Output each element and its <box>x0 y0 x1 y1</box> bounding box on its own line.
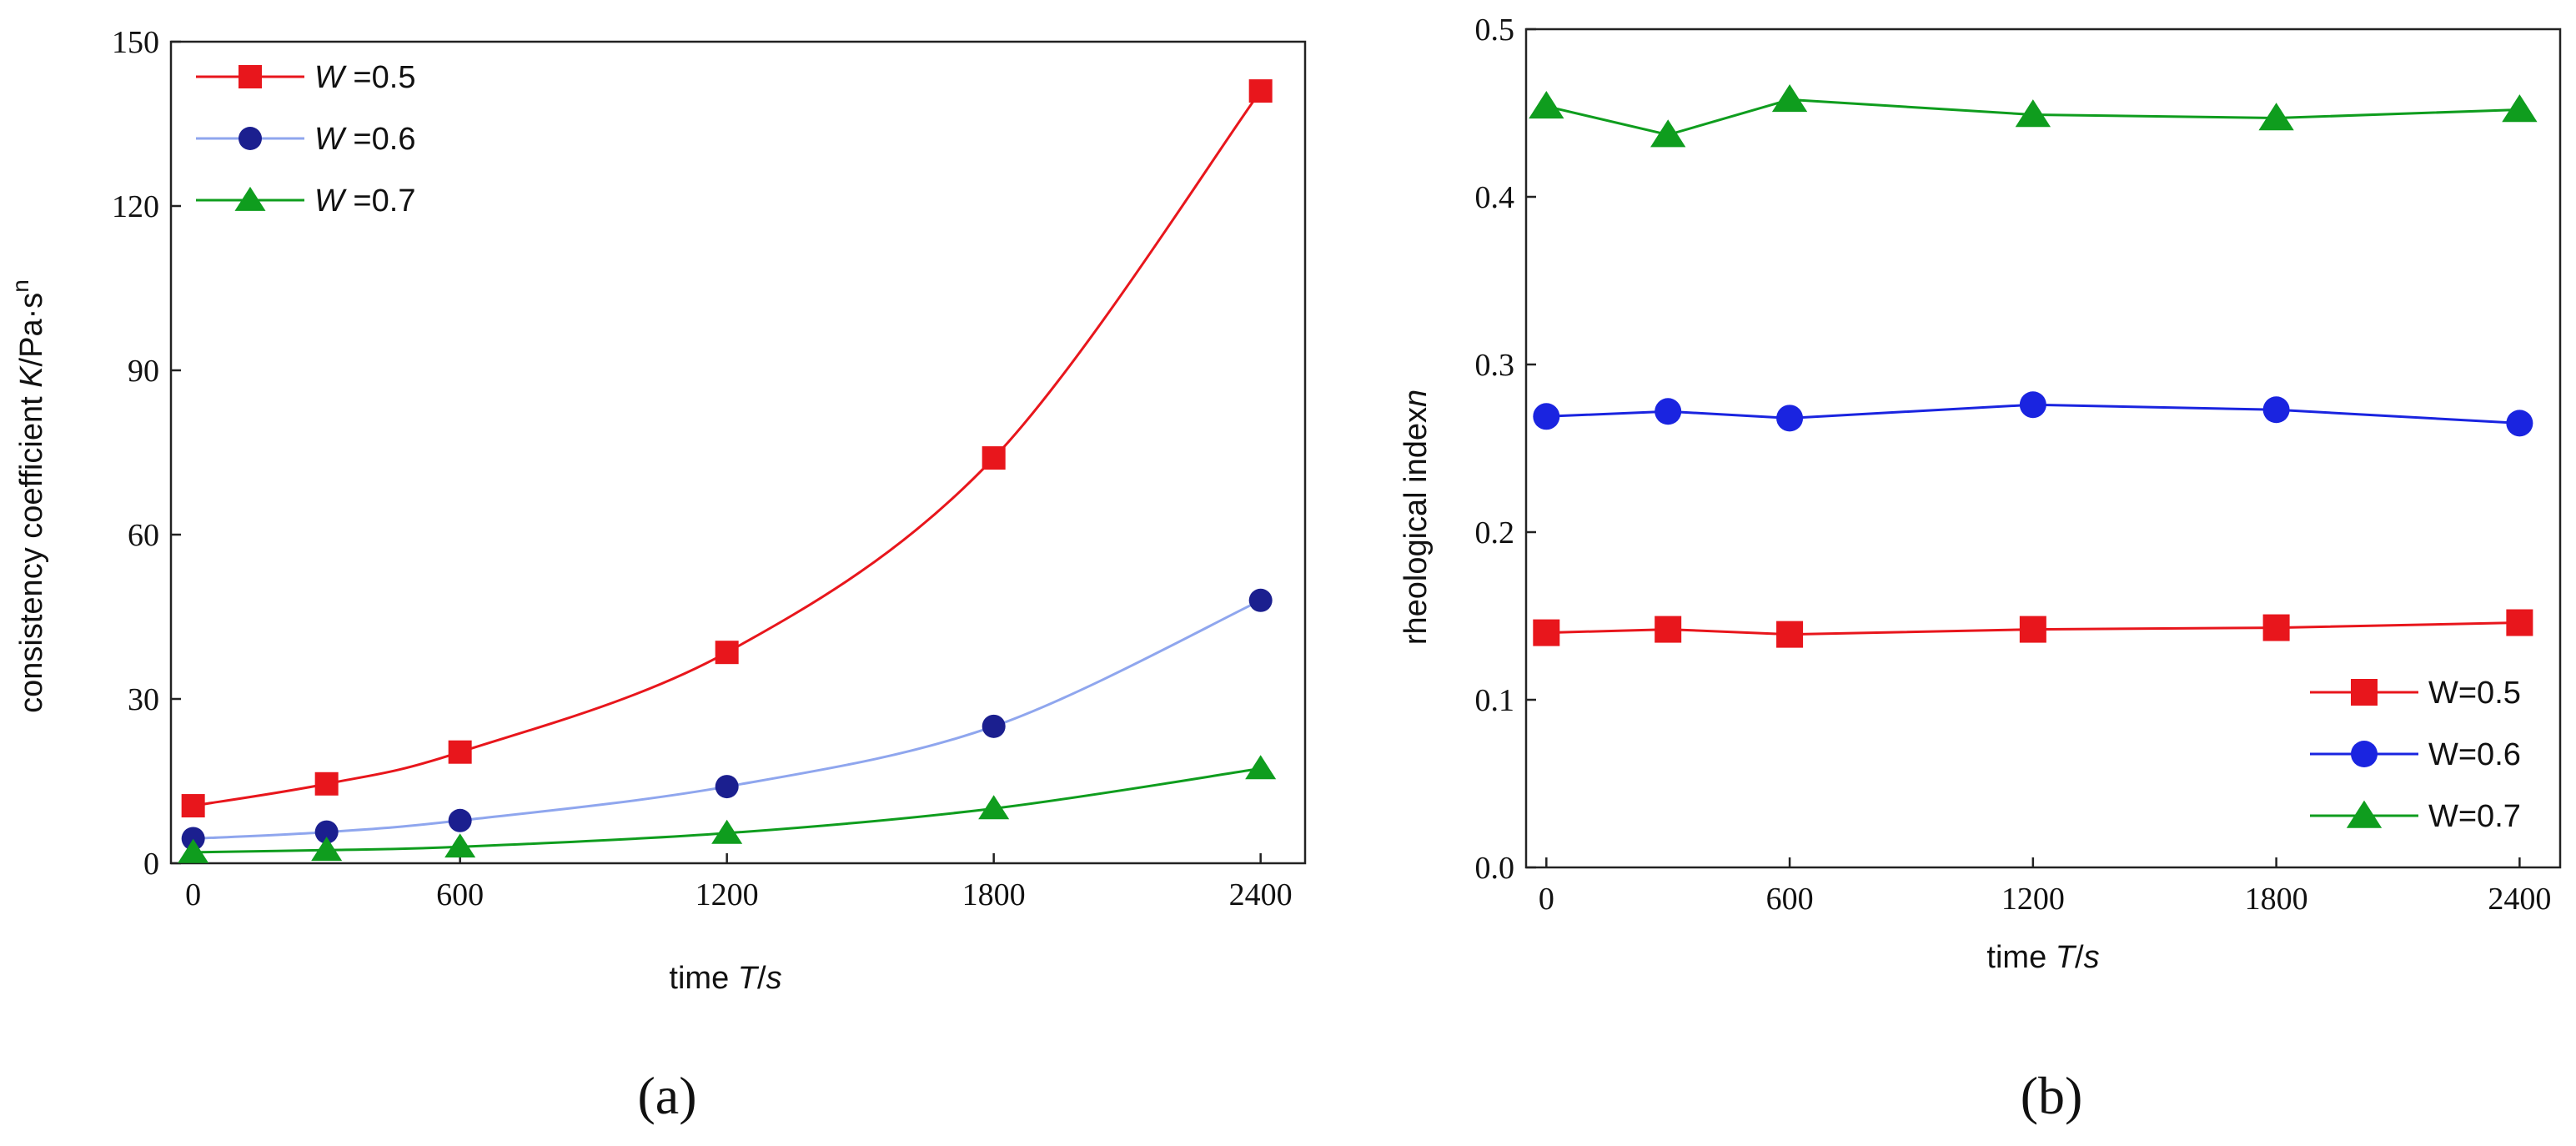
chart-b-y-tick-label: 0.4 <box>1475 180 1515 215</box>
chart-b-legend: W=0.5 W=0.6 W=0.7 <box>2310 676 2521 834</box>
chart-a-panel-label: (a) <box>637 1066 696 1125</box>
chart-a-x-tick-label: 0 <box>185 877 201 912</box>
chart-a-data-point-1 <box>715 641 739 665</box>
chart-a-legend-label-1: W =0.5 <box>314 60 415 95</box>
chart-a-data-point-1 <box>982 446 1006 470</box>
chart-b-data-point-3 <box>2502 94 2538 123</box>
chart-b-data-point-1 <box>1533 619 1560 646</box>
chart-a-legend-label-2: W =0.6 <box>314 122 415 157</box>
chart-a-data-point-2 <box>314 820 339 844</box>
chart-b-y-tick-label: 0.3 <box>1475 348 1515 383</box>
chart-b-series-line-1 <box>1546 621 2520 636</box>
chart-b-legend-label-3: W=0.7 <box>2428 799 2521 834</box>
chart-b-x-tick-label: 1800 <box>2245 882 2308 917</box>
chart-b-data-point-1 <box>2506 609 2533 636</box>
chart-b: 0.0 0.1 0.2 0.3 0.4 0.5 0 600 1200 1800 2400 rheol… <box>1398 13 2562 1125</box>
chart-a-data-point-1 <box>181 794 205 818</box>
chart-a-y-tick-label: 90 <box>128 354 159 389</box>
chart-a-data-point-1 <box>1248 79 1273 103</box>
chart-a-data-point-2 <box>715 775 739 799</box>
chart-a-series-line-2 <box>193 599 1262 840</box>
chart-b-legend-label-2: W=0.6 <box>2428 737 2521 772</box>
chart-a-tick-labels: 0 30 60 90 120 150 0 600 1200 1800 2400 <box>112 25 1293 912</box>
chart-b-data-point-2 <box>2506 410 2533 437</box>
chart-b-data-point-3 <box>1650 119 1686 148</box>
chart-b-legend-marker-1 <box>2351 679 2378 706</box>
chart-a-series <box>178 79 1277 863</box>
chart-a-x-tick-label: 600 <box>436 877 484 912</box>
chart-a-y-tick-label: 0 <box>143 847 159 882</box>
chart-b-data-point-3 <box>1529 91 1564 119</box>
chart-b-data-point-2 <box>2262 396 2290 424</box>
chart-b-data-point-2 <box>1776 405 1804 432</box>
chart-b-series <box>1529 84 2538 648</box>
chart-b-x-axis-label: time T/s <box>1986 940 2099 975</box>
chart-a-data-point-3 <box>444 833 476 858</box>
chart-a-data-point-2 <box>181 827 205 851</box>
chart-a-axes <box>169 40 1307 865</box>
chart-b-legend-marker-2 <box>2351 741 2378 767</box>
chart-a-x-axis-label: time T/s <box>669 961 781 996</box>
chart-b-y-axis-label: rheological indexn <box>1398 390 1434 645</box>
chart-b-data-point-2 <box>2019 391 2046 419</box>
chart-b-data-point-3 <box>2015 99 2051 128</box>
chart-a-data-point-1 <box>448 740 472 764</box>
chart-b-data-point-3 <box>2258 103 2294 131</box>
chart-b-series-line-3 <box>1545 98 2520 137</box>
chart-a-y-tick-label: 60 <box>128 518 159 553</box>
chart-a-y-axis-label: consistency coefficient K/Pa·sn <box>8 279 49 713</box>
chart-a-legend-marker-3 <box>234 186 266 211</box>
chart-a-x-tick-label: 2400 <box>1229 877 1293 912</box>
chart-a-x-tick-label: 1800 <box>962 877 1026 912</box>
chart-b-y-tick-label: 0.2 <box>1475 515 1515 550</box>
chart-b-legend-label-1: W=0.5 <box>2428 676 2521 711</box>
chart-a-data-point-1 <box>314 772 339 796</box>
chart-a-y-tick-label: 120 <box>112 189 159 224</box>
chart-b-x-tick-label: 0 <box>1539 882 1554 917</box>
chart-b-plot-frame <box>1524 28 2562 869</box>
chart-b-legend-marker-3 <box>2346 800 2383 828</box>
chart-a-data-point-3 <box>1245 755 1277 780</box>
chart-b-x-tick-label: 1200 <box>2001 882 2065 917</box>
chart-b-data-point-3 <box>1771 84 1808 113</box>
chart-b-panel-label: (b) <box>2021 1066 2083 1125</box>
chart-b-data-point-2 <box>1655 398 1682 425</box>
chart-b-y-tick-label: 0.0 <box>1475 851 1515 886</box>
chart-b-data-point-1 <box>2262 614 2290 641</box>
chart-b-series-line-2 <box>1546 403 2520 425</box>
chart-a-y-tick-label: 30 <box>128 682 159 717</box>
chart-a-plot-frame <box>169 40 1307 865</box>
chart-b-data-point-1 <box>1655 616 1682 643</box>
chart-a-data-point-3 <box>311 837 343 862</box>
chart-a-legend-marker-1 <box>239 65 262 88</box>
chart-a-data-point-3 <box>978 795 1010 820</box>
chart-b-y-tick-label: 0.5 <box>1475 13 1515 48</box>
chart-a-data-point-3 <box>178 838 209 863</box>
chart-b-y-tick-label: 0.1 <box>1475 683 1515 718</box>
chart-b-axes <box>1524 28 2562 869</box>
chart-a-legend: W =0.5 W =0.6 W =0.7 <box>196 60 415 219</box>
chart-a-legend-marker-2 <box>239 127 262 150</box>
chart-b-x-tick-label: 600 <box>1766 882 1814 917</box>
chart-a-data-point-3 <box>711 819 743 844</box>
chart-a-data-point-2 <box>448 808 472 832</box>
chart-a-y-tick-label: 150 <box>112 25 159 60</box>
chart-b-data-point-1 <box>1776 621 1804 648</box>
chart-b-data-point-2 <box>1533 403 1560 430</box>
chart-a-legend-label-3: W =0.7 <box>314 183 415 219</box>
chart-a: 0 30 60 90 120 150 0 600 1200 1800 2400 consistenc… <box>8 25 1307 1125</box>
chart-b-data-point-1 <box>2019 616 2046 643</box>
chart-a-x-tick-label: 1200 <box>695 877 759 912</box>
chart-a-data-point-2 <box>1248 588 1273 612</box>
chart-b-tick-labels: 0.0 0.1 0.2 0.3 0.4 0.5 0 600 1200 1800 2400 <box>1475 13 2552 917</box>
chart-a-data-point-2 <box>982 714 1006 738</box>
chart-b-x-tick-label: 2400 <box>2488 882 2551 917</box>
